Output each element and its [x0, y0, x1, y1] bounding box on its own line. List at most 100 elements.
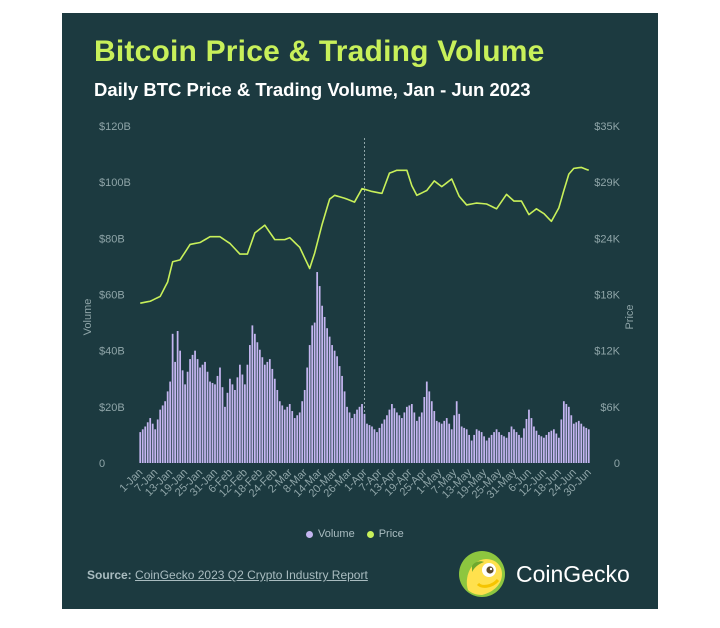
chart-subtitle: Daily BTC Price & Trading Volume, Jan - …	[94, 79, 531, 100]
volume-bar	[184, 384, 186, 463]
chart-plot: 0 $20B $40B $60B $80B $100B $120B 0 $6K $12K $18K…	[82, 121, 636, 501]
volume-bar	[219, 367, 221, 463]
volume-bar	[159, 409, 162, 463]
volume-bar	[515, 432, 518, 463]
volume-bar	[376, 432, 378, 463]
y-right-tick-label: $24K	[594, 233, 620, 245]
y-left-axis: 0 $20B $40B $60B $80B $100B $120B	[99, 121, 131, 470]
volume-bar	[415, 420, 418, 463]
volume-bar	[530, 418, 533, 463]
volume-bar	[151, 423, 154, 463]
volume-bar	[258, 349, 261, 463]
brand: CoinGecko	[458, 549, 648, 599]
volume-bar	[204, 361, 206, 463]
volume-bar	[523, 428, 525, 463]
volume-bar	[171, 333, 174, 463]
volume-bar	[388, 409, 391, 463]
volume-bar	[435, 420, 438, 463]
volume-bar	[283, 409, 286, 463]
volume-bar	[196, 359, 199, 463]
volume-bar	[149, 418, 152, 463]
x-axis: 1-Jan7-Jan13-Jan19-Jan25-Jan31-Jan6-Feb1…	[117, 466, 593, 501]
y-right-axis-title: Price	[624, 304, 636, 329]
volume-bar	[353, 413, 356, 463]
volume-bar	[463, 427, 466, 463]
volume-bar	[221, 387, 224, 463]
volume-bar	[433, 411, 436, 463]
volume-bar	[488, 437, 490, 463]
volume-bar	[341, 375, 343, 463]
legend-swatch-price	[366, 530, 374, 538]
volume-bar	[214, 384, 216, 463]
volume-bar	[405, 406, 408, 463]
volume-bar	[249, 345, 251, 463]
volume-bar	[548, 432, 550, 463]
volume-bar	[271, 368, 274, 463]
y-left-tick-label: $100B	[99, 177, 131, 189]
volume-bar	[378, 427, 381, 463]
volume-bar	[535, 430, 538, 463]
volume-bar	[251, 325, 254, 463]
y-right-tick-label: $29K	[594, 177, 620, 189]
volume-bar	[545, 434, 548, 463]
volume-bar	[470, 440, 473, 463]
source-link[interactable]: CoinGecko 2023 Q2 Crypto Industry Report	[135, 568, 368, 582]
volume-bar	[493, 432, 495, 463]
volume-bar	[587, 429, 590, 463]
volume-bar	[381, 423, 383, 463]
volume-bar	[216, 375, 219, 463]
volume-bar	[356, 409, 358, 463]
volume-bar	[552, 429, 555, 463]
volume-bar	[448, 423, 451, 463]
legend-item-volume[interactable]: Volume	[306, 528, 355, 540]
legend-swatch-volume	[306, 530, 313, 538]
volume-bar	[164, 401, 167, 463]
legend-item-price[interactable]: Price	[366, 528, 404, 540]
volume-bar	[343, 391, 346, 463]
volume-bar	[425, 381, 428, 463]
volume-bar	[186, 371, 189, 463]
volume-bar	[236, 377, 239, 463]
volume-bar	[550, 430, 553, 463]
volume-bar	[306, 367, 309, 463]
volume-bar	[438, 422, 441, 463]
volume-bar	[174, 361, 177, 463]
y-left-tick-label: $20B	[99, 402, 125, 414]
volume-bar	[465, 429, 468, 463]
price-line	[140, 166, 590, 304]
volume-bar	[144, 426, 147, 463]
volume-bar	[273, 378, 276, 463]
volume-bar	[169, 381, 172, 463]
volume-bar	[358, 406, 361, 463]
volume-bar	[189, 359, 191, 463]
chart-title: Bitcoin Price & Trading Volume	[94, 35, 545, 68]
volume-bar	[557, 437, 560, 463]
volume-bar	[139, 432, 142, 463]
volume-bar	[528, 409, 530, 463]
y-right-axis: 0 $6K $12K $18K $24K $29K $35K	[594, 121, 620, 470]
volume-bar	[408, 405, 411, 463]
y-left-tick-label: $60B	[99, 290, 125, 302]
volume-bar	[423, 397, 426, 463]
volume-bar	[498, 432, 500, 463]
volume-bar	[570, 415, 573, 463]
volume-bar	[179, 350, 181, 463]
volume-bar	[582, 426, 585, 463]
legend-label-price: Price	[378, 528, 404, 540]
volume-bar	[206, 371, 209, 463]
volume-bar	[328, 336, 331, 463]
y-left-tick-label: $120B	[99, 121, 131, 133]
y-right-tick-label: $35K	[594, 121, 620, 133]
volume-bar	[253, 333, 256, 463]
volume-bar	[508, 432, 510, 463]
volume-bar	[567, 406, 570, 463]
volume-bar	[321, 305, 324, 463]
volume-bar	[510, 426, 513, 463]
volume-bar	[398, 415, 401, 463]
volume-bar	[393, 408, 396, 463]
volume-bar	[276, 389, 279, 463]
volume-bar	[403, 412, 406, 463]
volume-bar	[336, 356, 338, 463]
volume-bar	[191, 354, 194, 463]
volume-bar	[308, 345, 311, 463]
